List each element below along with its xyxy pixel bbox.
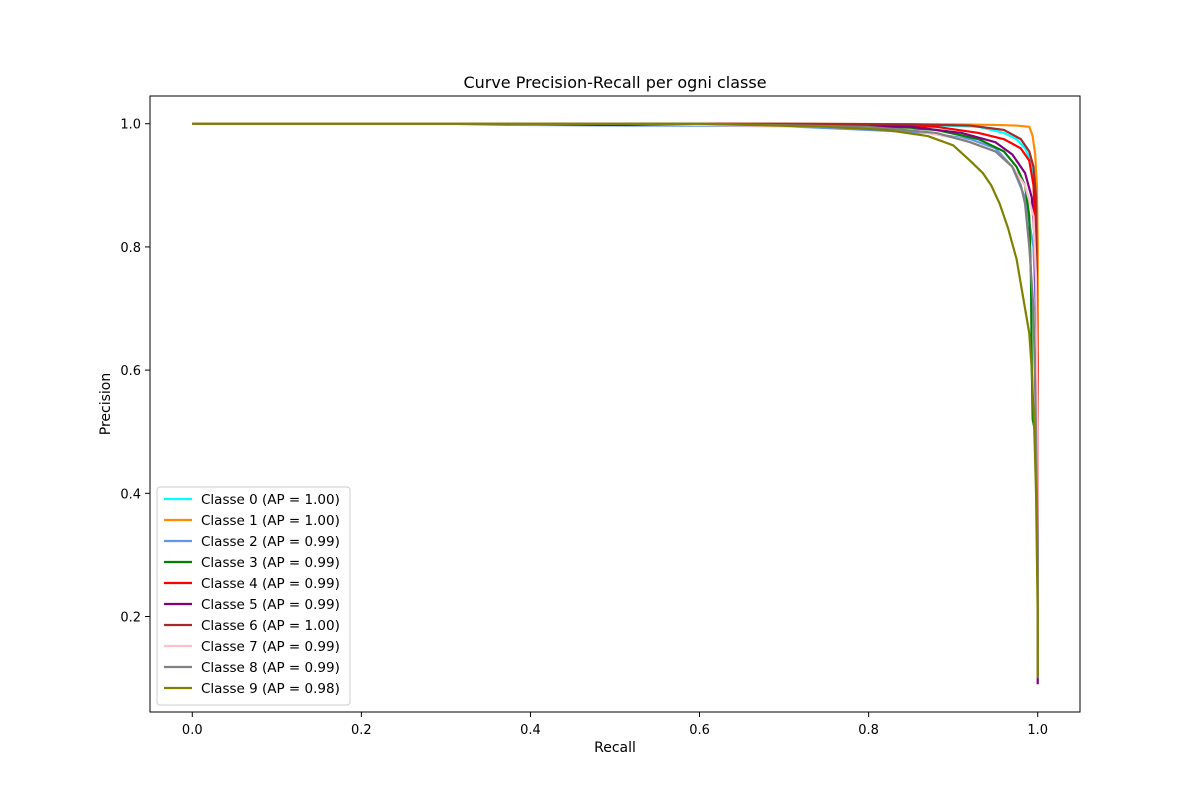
x-tick-label: 0.2 <box>351 723 372 738</box>
y-axis: 0.2 0.4 0.6 0.8 1.0 <box>120 118 150 626</box>
chart-title: Curve Precision-Recall per ogni classe <box>463 73 766 92</box>
x-axis-label: Recall <box>594 740 636 756</box>
y-tick-label: 0.4 <box>120 487 141 502</box>
x-tick-label: 0.6 <box>689 723 710 738</box>
legend-entry: Classe 3 (AP = 0.99) <box>201 555 340 571</box>
legend-entry: Classe 6 (AP = 1.00) <box>201 618 340 634</box>
legend-entry: Classe 2 (AP = 0.99) <box>201 534 340 550</box>
series-layer <box>192 122 1039 685</box>
x-tick-label: 0.4 <box>520 723 541 738</box>
y-tick-label: 0.8 <box>120 241 141 256</box>
y-axis-label: Precision <box>98 373 114 435</box>
x-tick-label: 0.8 <box>858 723 879 738</box>
y-tick-label: 0.6 <box>120 364 141 379</box>
legend-entry: Classe 5 (AP = 0.99) <box>201 597 340 613</box>
x-tick-label: 0.0 <box>182 723 203 738</box>
y-tick-label: 1.0 <box>120 118 141 133</box>
plot-frame <box>149 95 1081 713</box>
legend-entry: Classe 8 (AP = 0.99) <box>201 660 340 676</box>
y-tick-label: 0.2 <box>120 611 141 626</box>
legend-entry: Classe 1 (AP = 1.00) <box>201 513 340 529</box>
series-line-classe-9 <box>192 122 1039 679</box>
legend-entry: Classe 7 (AP = 0.99) <box>201 639 340 655</box>
x-axis: 0.0 0.2 0.4 0.6 0.8 1.0 <box>182 712 1048 738</box>
x-tick-label: 1.0 <box>1027 723 1048 738</box>
series-line-classe-8 <box>192 122 1039 679</box>
legend-entry: Classe 9 (AP = 0.98) <box>201 681 340 697</box>
legend: Classe 0 (AP = 1.00) Classe 1 (AP = 1.00)… <box>156 486 351 706</box>
legend-entry: Classe 0 (AP = 1.00) <box>201 492 340 508</box>
legend-box <box>156 486 351 706</box>
legend-entry: Classe 4 (AP = 0.99) <box>201 576 340 592</box>
